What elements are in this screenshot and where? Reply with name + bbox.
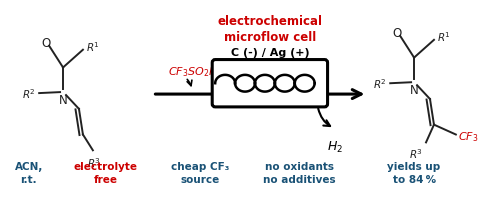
Text: $R^2$: $R^2$ (22, 87, 36, 100)
Text: $R^1$: $R^1$ (86, 40, 100, 53)
Text: electrolyte
free: electrolyte free (74, 161, 138, 184)
Text: $CF_3SO_2Na$: $CF_3SO_2Na$ (168, 65, 226, 79)
Text: O: O (392, 27, 402, 40)
Text: N: N (410, 84, 418, 97)
Text: electrochemical
microflow cell: electrochemical microflow cell (218, 15, 322, 44)
Text: $R^1$: $R^1$ (437, 30, 451, 44)
Text: cheap CF₃
source: cheap CF₃ source (171, 161, 230, 184)
Text: C (-) / Ag (+): C (-) / Ag (+) (230, 47, 309, 57)
Text: $R^2$: $R^2$ (374, 77, 387, 91)
Text: ACN,
r.t.: ACN, r.t. (14, 161, 43, 184)
Text: $R^3$: $R^3$ (409, 147, 423, 160)
Text: N: N (58, 94, 68, 107)
Text: yields up
to 84 %: yields up to 84 % (388, 161, 440, 184)
FancyBboxPatch shape (212, 60, 328, 107)
Text: $R^3$: $R^3$ (87, 155, 101, 169)
Text: O: O (42, 37, 51, 50)
Text: $H_2$: $H_2$ (326, 139, 342, 154)
Text: $CF_3$: $CF_3$ (458, 130, 478, 144)
Text: no oxidants
no additives: no oxidants no additives (264, 161, 336, 184)
